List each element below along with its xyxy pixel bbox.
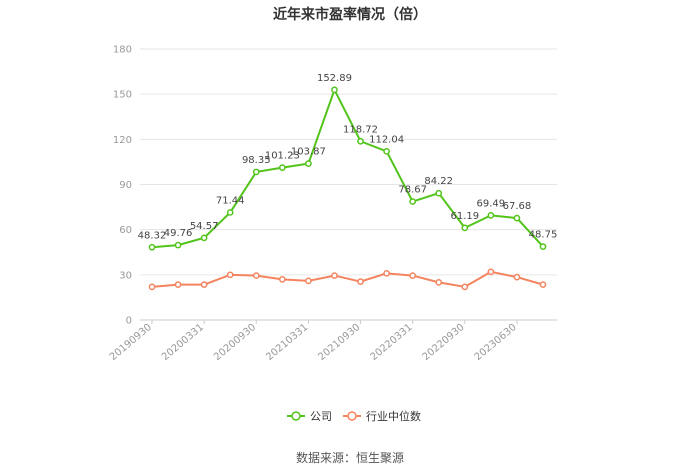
- legend-item: 公司: [287, 410, 332, 423]
- chart-title: 近年来市盈率情况（倍）: [273, 7, 427, 23]
- data-point: [278, 276, 286, 283]
- data-label: 71.44: [216, 195, 245, 206]
- data-point: [383, 269, 390, 277]
- x-tick-label: 20230630: [473, 322, 519, 363]
- data-point: [331, 86, 338, 94]
- data-label: 54.57: [190, 221, 219, 232]
- x-tick-label: 20190930: [108, 322, 154, 363]
- data-source-note: 数据来源：恒生聚源: [295, 451, 404, 465]
- y-tick-label: 60: [119, 225, 132, 236]
- x-tick-label: 20210331: [264, 322, 310, 363]
- y-tick-label: 30: [119, 270, 132, 281]
- data-label: 49.76: [164, 228, 193, 239]
- x-tick-label: 20200930: [212, 322, 258, 363]
- data-point: [174, 241, 182, 249]
- data-point: [357, 137, 364, 145]
- data-point: [148, 243, 156, 251]
- data-point: [539, 243, 547, 250]
- data-point: [539, 281, 547, 288]
- data-point: [383, 147, 390, 155]
- data-point: [278, 164, 286, 171]
- x-tick-label: 20200331: [160, 322, 206, 363]
- data-point: [435, 189, 443, 197]
- series-line: [151, 270, 544, 288]
- data-label: 48.32: [138, 230, 167, 241]
- data-point: [148, 283, 156, 291]
- data-point: [331, 272, 338, 279]
- legend-label: 行业中位数: [366, 409, 421, 423]
- legend-label: 公司: [310, 410, 332, 423]
- data-point: [226, 209, 234, 216]
- data-label: 101.23: [265, 151, 300, 162]
- data-label: 48.75: [529, 230, 558, 241]
- data-point: [305, 160, 312, 167]
- x-tick-label: 20220331: [369, 322, 415, 363]
- data-point: [305, 277, 312, 285]
- data-point: [252, 272, 260, 279]
- data-point: [252, 168, 260, 176]
- data-label: 118.72: [343, 124, 378, 135]
- y-tick-label: 0: [126, 316, 132, 327]
- data-point: [174, 281, 182, 288]
- data-label: 152.89: [317, 73, 352, 84]
- data-label: 67.68: [503, 201, 532, 212]
- data-point: [513, 214, 521, 222]
- data-label: 84.22: [424, 176, 453, 187]
- data-label: 78.67: [398, 185, 427, 196]
- x-tick-label: 20220930: [421, 322, 467, 363]
- legend-marker: [347, 411, 357, 421]
- data-label: 98.35: [242, 155, 271, 166]
- data-label: 112.04: [369, 134, 404, 145]
- y-tick-label: 180: [113, 45, 132, 56]
- data-point: [357, 278, 364, 285]
- legend-item: 行业中位数: [343, 409, 421, 423]
- data-point: [461, 224, 469, 232]
- data-point: [487, 212, 495, 219]
- data-point: [513, 273, 521, 281]
- data-point: [226, 271, 234, 279]
- y-tick-label: 150: [113, 90, 132, 101]
- data-label: 61.19: [450, 211, 479, 222]
- x-tick-label: 20210930: [316, 322, 362, 363]
- data-point: [409, 198, 417, 205]
- series-line: [151, 87, 544, 249]
- data-label: 69.49: [477, 198, 506, 209]
- y-tick-label: 90: [119, 180, 132, 191]
- data-label: 103.87: [291, 147, 326, 158]
- legend-marker: [291, 411, 301, 421]
- data-point: [200, 281, 208, 288]
- data-point: [487, 268, 495, 276]
- data-point: [200, 234, 208, 242]
- y-tick-label: 120: [113, 135, 132, 146]
- data-point: [409, 272, 417, 279]
- data-point: [461, 283, 469, 291]
- data-point: [435, 279, 443, 286]
